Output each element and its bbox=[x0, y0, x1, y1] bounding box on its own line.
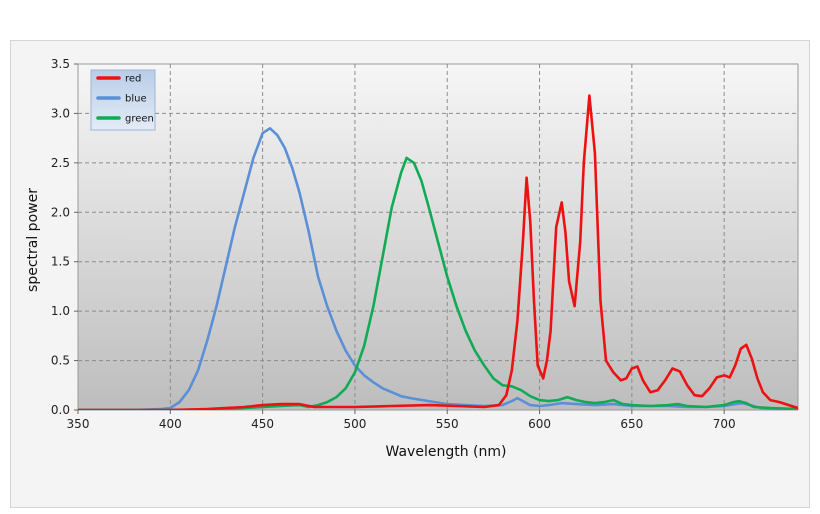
x-axis-label: Wavelength (nm) bbox=[386, 444, 507, 460]
x-tick-label: 600 bbox=[528, 417, 551, 431]
x-tick-label: 350 bbox=[67, 417, 90, 431]
y-tick-label: 0.5 bbox=[51, 354, 70, 368]
series-line-red bbox=[78, 94, 798, 410]
x-tick-label: 700 bbox=[713, 417, 736, 431]
grid-lines bbox=[78, 64, 798, 410]
x-tick-label: 550 bbox=[436, 417, 459, 431]
legend: red blue green bbox=[90, 69, 156, 131]
x-tick-label: 500 bbox=[343, 417, 366, 431]
x-tick-label: 450 bbox=[251, 417, 274, 431]
series-line-green bbox=[78, 156, 798, 410]
legend-box bbox=[90, 69, 156, 131]
y-tick-label: 2.0 bbox=[51, 205, 70, 219]
y-tick-label: 0.0 bbox=[51, 403, 70, 417]
y-tick-label: 1.0 bbox=[51, 304, 70, 318]
legend-label-red: red bbox=[125, 74, 141, 85]
legend-label-green: green bbox=[125, 114, 154, 125]
y-tick-label: 2.5 bbox=[51, 156, 70, 170]
legend-label-blue: blue bbox=[125, 94, 147, 105]
series-lines bbox=[78, 94, 798, 410]
y-tick-label: 3.5 bbox=[51, 57, 70, 71]
y-axis-label: spectral power bbox=[25, 188, 41, 292]
x-tick-label: 650 bbox=[620, 417, 643, 431]
y-axis-ticks: 0.0 0.5 1.0 1.5 2.0 2.5 3.0 3.5 bbox=[51, 57, 78, 417]
x-tick-label: 400 bbox=[159, 417, 182, 431]
y-tick-label: 3.0 bbox=[51, 106, 70, 120]
y-tick-label: 1.5 bbox=[51, 255, 70, 269]
x-axis-ticks: 350 400 450 500 550 600 650 700 bbox=[67, 410, 736, 431]
